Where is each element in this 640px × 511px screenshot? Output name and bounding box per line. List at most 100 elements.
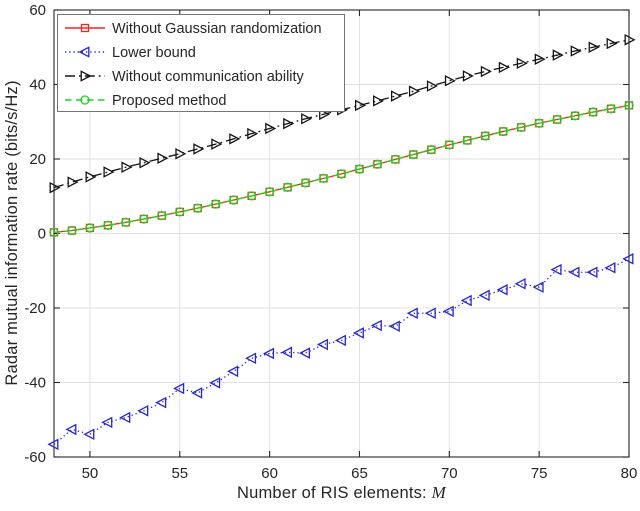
y-tick-label: -20 — [24, 300, 46, 317]
marker-triangle-right — [355, 99, 367, 112]
marker-triangle-left — [173, 382, 185, 395]
legend-marker-square — [80, 23, 90, 33]
marker-circle — [516, 122, 526, 132]
marker-triangle-right — [85, 171, 97, 183]
marker-circle — [282, 182, 293, 192]
marker-circle — [175, 207, 185, 217]
marker-triangle-right — [516, 57, 528, 70]
series-line-without-gaussian-randomization — [53, 104, 630, 234]
marker-circle — [103, 220, 113, 230]
marker-circle — [606, 104, 616, 114]
marker-triangle-left — [316, 338, 328, 351]
marker-triangle-right — [606, 37, 618, 50]
marker-triangle-right — [121, 161, 133, 173]
marker-circle — [390, 154, 401, 165]
legend-marker-triangle-right — [80, 70, 92, 82]
legend: Without Gaussian randomization Lower boun… — [57, 14, 345, 112]
marker-circle — [408, 149, 419, 160]
marker-triangle-right — [498, 61, 510, 74]
marker-circle — [624, 100, 634, 111]
marker-circle — [534, 118, 544, 128]
marker-triangle-left — [550, 263, 562, 276]
y-tick-label: -40 — [24, 375, 46, 392]
marker-triangle-left — [47, 438, 59, 451]
legend-item: Without Gaussian randomization — [65, 21, 322, 37]
marker-triangle-left — [263, 347, 275, 360]
marker-triangle-left — [370, 319, 382, 332]
x-axis-label: Number of RIS elements: M — [54, 483, 629, 503]
marker-triangle-left — [568, 266, 580, 279]
marker-triangle-right — [49, 181, 61, 194]
marker-circle — [49, 227, 59, 238]
marker-triangle-right — [229, 133, 241, 145]
x-tick-label: 65 — [351, 465, 368, 482]
y-tick-label: 60 — [29, 2, 46, 19]
x-axis-label-text: Number of RIS elements: — [237, 484, 432, 502]
marker-triangle-left — [101, 416, 113, 429]
marker-triangle-right — [624, 34, 636, 46]
marker-triangle-left — [424, 307, 436, 319]
marker-circle — [426, 145, 436, 155]
legend-label: Lower bound — [112, 45, 196, 61]
legend-item: Lower bound — [65, 45, 196, 61]
marker-triangle-left — [388, 320, 400, 333]
marker-triangle-left — [586, 266, 598, 279]
marker-triangle-right — [444, 75, 456, 87]
legend-box — [57, 14, 345, 112]
marker-circle — [336, 169, 347, 179]
marker-circle — [85, 223, 95, 233]
marker-circle — [247, 191, 257, 201]
marker-triangle-right — [175, 148, 187, 160]
x-tick-label: 70 — [441, 465, 458, 482]
marker-triangle-left — [65, 423, 77, 436]
marker-circle — [139, 214, 149, 224]
marker-triangle-left — [119, 411, 131, 424]
marker-circle — [67, 225, 77, 236]
marker-circle — [372, 159, 383, 169]
marker-triangle-left — [532, 281, 544, 293]
x-axis-label-variable: M — [431, 483, 446, 502]
marker-triangle-right — [67, 176, 79, 188]
legend-marker-circle — [80, 95, 90, 105]
marker-triangle-right — [139, 156, 151, 169]
legend-item: Proposed method — [65, 93, 226, 109]
marker-triangle-right — [480, 65, 492, 78]
marker-triangle-left — [514, 278, 526, 290]
marker-triangle-right — [103, 166, 115, 178]
marker-circle — [480, 131, 490, 141]
marker-triangle-right — [534, 53, 546, 65]
marker-triangle-left — [209, 377, 221, 389]
marker-triangle-right — [588, 41, 600, 54]
marker-circle — [157, 210, 167, 221]
marker-triangle-left — [137, 405, 149, 417]
marker-circle — [462, 135, 472, 146]
marker-triangle-right — [193, 143, 205, 155]
x-tick-label: 75 — [531, 465, 548, 482]
marker-triangle-right — [265, 122, 277, 135]
marker-triangle-right — [552, 49, 564, 61]
marker-triangle-right — [570, 45, 582, 57]
marker-circle — [121, 217, 131, 227]
marker-triangle-left — [442, 305, 454, 318]
y-tick-label: 20 — [29, 151, 46, 168]
marker-circle — [264, 187, 275, 197]
x-tick-label: 55 — [171, 465, 188, 482]
marker-triangle-right — [390, 90, 403, 102]
marker-triangle-left — [155, 396, 167, 409]
y-tick-label: 0 — [38, 226, 46, 243]
x-tick-label: 80 — [621, 465, 638, 482]
marker-triangle-left — [496, 283, 508, 296]
marker-triangle-left — [352, 327, 364, 339]
marker-triangle-left — [191, 387, 203, 399]
legend-marker-triangle-left — [78, 46, 90, 58]
marker-triangle-left — [83, 428, 95, 441]
legend-item: Without communication ability — [65, 69, 305, 85]
marker-triangle-right — [211, 138, 223, 150]
marker-circle — [300, 178, 311, 188]
marker-triangle-left — [478, 289, 490, 302]
marker-circle — [552, 114, 562, 125]
legend-label: Without Gaussian randomization — [112, 21, 322, 37]
marker-circle — [193, 203, 203, 213]
marker-circle — [354, 164, 365, 174]
marker-circle — [229, 195, 239, 205]
